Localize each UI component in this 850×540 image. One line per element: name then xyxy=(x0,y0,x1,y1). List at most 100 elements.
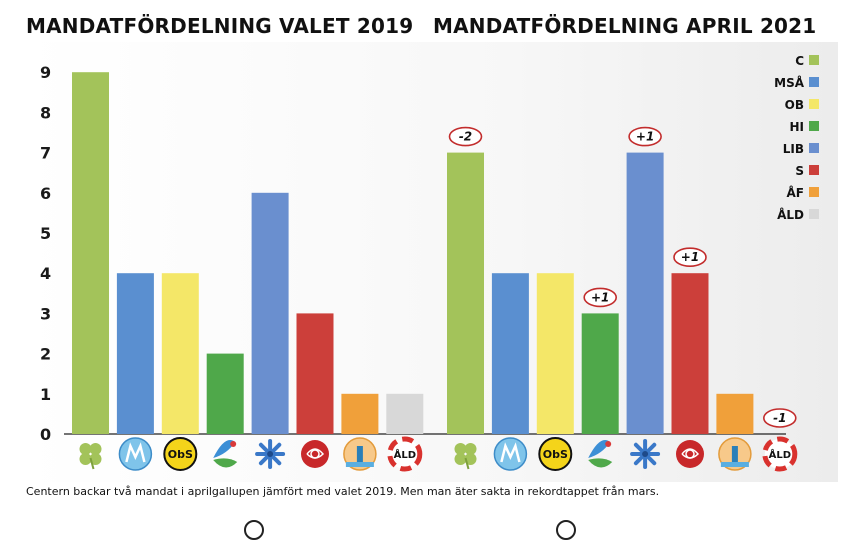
y-tick-label: 5 xyxy=(40,224,51,243)
lighthouse-sea xyxy=(720,462,749,467)
chart-title-2019: MANDATFÖRDELNING VALET 2019 xyxy=(26,14,414,38)
change-badge: +1 xyxy=(673,247,707,267)
bar-hi xyxy=(206,353,244,434)
hi-dot xyxy=(605,441,612,447)
y-tick-label: 4 xyxy=(40,264,51,283)
cornflower-center xyxy=(267,451,274,457)
y-tick-label: 8 xyxy=(40,103,51,122)
bar-hi xyxy=(581,313,619,434)
cornflower-center xyxy=(642,451,649,457)
lighthouse-icon xyxy=(343,437,377,471)
msa-logo-icon xyxy=(493,437,528,471)
legend-swatch xyxy=(809,99,819,109)
y-tick-label: 7 xyxy=(40,144,51,163)
obs-letters: ObS xyxy=(168,448,193,461)
legend-label: S xyxy=(795,164,804,178)
obs-logo-icon: ObS xyxy=(163,437,198,471)
legend-swatch xyxy=(809,143,819,153)
bar-lib xyxy=(251,192,289,434)
obs-letters: ObS xyxy=(543,448,568,461)
legend-swatch xyxy=(809,77,819,87)
clover-leaf xyxy=(464,443,477,455)
decorative-circle-icon xyxy=(556,520,576,540)
obs-circle xyxy=(163,437,198,471)
y-tick-label: 1 xyxy=(40,385,51,404)
ald-letters: ÅLD xyxy=(394,448,416,461)
legend-label: LIB xyxy=(783,142,804,156)
hi-wave-green xyxy=(588,458,613,468)
bar-s xyxy=(296,313,334,434)
lighthouse-icon xyxy=(718,437,752,471)
clover-leaf xyxy=(89,443,102,455)
legend-label: MSÅ xyxy=(774,75,805,90)
hi-logo-icon xyxy=(213,440,238,468)
change-badge: +1 xyxy=(583,287,618,308)
chart-title-2021: MANDATFÖRDELNING APRIL 2021 xyxy=(433,14,817,38)
msa-logo-icon xyxy=(118,437,153,471)
bar-åld xyxy=(386,393,424,434)
y-tick-label: 0 xyxy=(40,425,51,444)
chart-panel: 0 1 2 3 4 5 6 7 8 9 ObS ÅLD -2 ObS +1 +1 +1 -1 ÅLD C MSÅ OB HI… xyxy=(26,42,838,482)
hi-logo-icon xyxy=(588,440,613,468)
clover-leaf xyxy=(79,443,92,455)
change-label: +1 xyxy=(636,130,654,144)
clover-icon xyxy=(79,443,102,470)
change-badge-oval xyxy=(673,247,707,267)
change-badge: -1 xyxy=(762,408,797,428)
bar-åf xyxy=(716,393,754,434)
chart-caption: Centern backar två mandat i aprilgallupe… xyxy=(26,485,660,498)
hi-wave-blue xyxy=(213,440,236,458)
change-badge-oval xyxy=(762,408,797,428)
bar-ob xyxy=(161,273,199,434)
clover-leaf xyxy=(454,443,467,455)
legend-label: ÅLD xyxy=(777,207,804,222)
change-badge-oval xyxy=(583,287,618,308)
obs-circle xyxy=(538,437,573,471)
change-badge: -2 xyxy=(448,126,483,147)
bar-c xyxy=(72,72,109,434)
clover-leaf xyxy=(79,453,92,465)
cornflower-icon xyxy=(255,439,286,469)
bar-c xyxy=(447,152,484,434)
y-tick-label: 6 xyxy=(40,184,51,203)
y-tick-label: 3 xyxy=(40,304,51,323)
legend-swatch xyxy=(809,187,819,197)
change-badge-oval xyxy=(448,126,483,147)
legend-label: C xyxy=(795,54,804,68)
cornflower-icon xyxy=(630,439,661,469)
ald-letters: ÅLD xyxy=(769,448,791,461)
lighthouse-tower xyxy=(356,446,363,462)
rose-bloom xyxy=(301,440,329,468)
rose-center xyxy=(310,449,320,459)
rose-icon xyxy=(676,440,704,468)
bar-ob xyxy=(536,273,574,434)
msa-letter xyxy=(500,442,521,463)
change-label: +1 xyxy=(681,250,699,264)
decorative-circle-icon xyxy=(244,520,264,540)
lifebuoy-ring xyxy=(762,436,798,472)
clover-stem xyxy=(464,457,470,470)
clover-leaf xyxy=(454,453,467,465)
legend-label: HI xyxy=(789,120,804,134)
bar-åf xyxy=(341,393,379,434)
ald-lifebuoy-icon: ÅLD xyxy=(762,436,798,472)
change-label: -2 xyxy=(459,130,472,144)
msa-letter xyxy=(125,442,146,463)
obs-logo-icon: ObS xyxy=(538,437,573,471)
bar-chart: 0 1 2 3 4 5 6 7 8 9 ObS ÅLD -2 ObS +1 +1 +1 -1 ÅLD C MSÅ OB HI… xyxy=(40,54,819,472)
lighthouse-tower xyxy=(731,446,738,462)
clover-icon xyxy=(454,443,477,470)
bar-s xyxy=(671,273,709,434)
rose-bloom xyxy=(676,440,704,468)
y-tick-label: 2 xyxy=(40,345,51,364)
change-label: +1 xyxy=(591,290,609,304)
lifebuoy-ring xyxy=(387,436,423,472)
y-tick-label: 9 xyxy=(40,63,51,82)
legend-swatch xyxy=(809,165,819,175)
legend-swatch xyxy=(809,121,819,131)
legend-swatch xyxy=(809,55,819,65)
legend-swatch xyxy=(809,209,819,219)
legend-label: ÅF xyxy=(787,185,804,200)
change-label: -1 xyxy=(773,411,786,425)
bar-mså xyxy=(116,273,154,434)
